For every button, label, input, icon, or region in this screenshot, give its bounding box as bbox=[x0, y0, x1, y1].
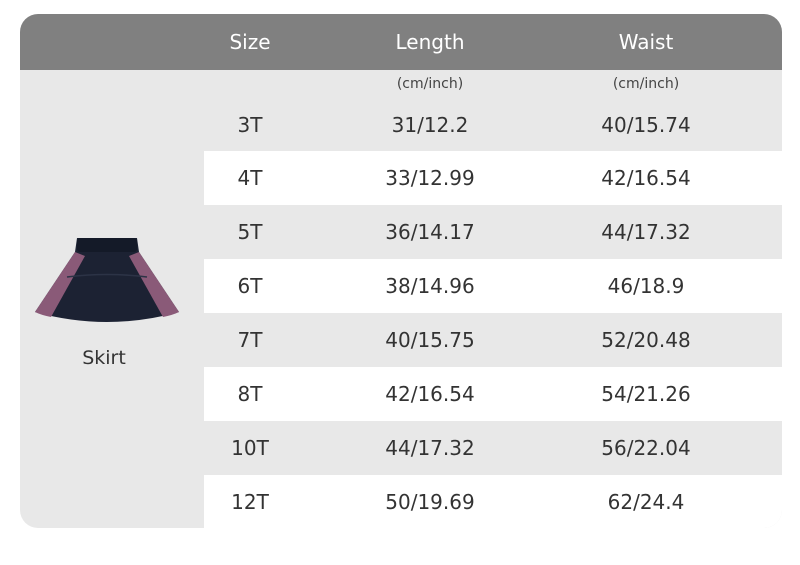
cell-size: 7T bbox=[237, 328, 263, 352]
header-length: Length bbox=[395, 30, 465, 54]
cell-waist: 40/15.74 bbox=[601, 113, 691, 137]
cell-length: 44/17.32 bbox=[385, 436, 475, 460]
cell-waist: 54/21.26 bbox=[601, 382, 691, 406]
cell-size: 4T bbox=[237, 166, 263, 190]
product-label: Skirt bbox=[82, 347, 126, 369]
waist-units: (cm/inch) bbox=[612, 76, 680, 92]
header-waist: Waist bbox=[618, 30, 674, 54]
cell-waist: 44/17.32 bbox=[601, 220, 691, 244]
cell-waist: 62/24.4 bbox=[607, 490, 685, 514]
length-units: (cm/inch) bbox=[396, 76, 464, 92]
cell-waist: 46/18.9 bbox=[607, 274, 685, 298]
cell-length: 42/16.54 bbox=[385, 382, 475, 406]
cell-length: 33/12.99 bbox=[385, 166, 475, 190]
skirt-picture bbox=[35, 238, 179, 322]
cell-size: 3T bbox=[237, 113, 263, 137]
table-row: 10T 44/17.32 56/22.04 bbox=[204, 421, 782, 475]
table-row: 6T 38/14.96 46/18.9 bbox=[204, 259, 782, 313]
cell-size: 10T bbox=[231, 436, 269, 460]
cell-size: 8T bbox=[237, 382, 263, 406]
table-header: Size Length Waist bbox=[20, 14, 782, 70]
cell-length: 38/14.96 bbox=[385, 274, 475, 298]
table-row: 5T 36/14.17 44/17.32 bbox=[204, 205, 782, 259]
cell-size: 6T bbox=[237, 274, 263, 298]
cell-size: 5T bbox=[237, 220, 263, 244]
cell-length: 40/15.75 bbox=[385, 328, 475, 352]
cell-length: 31/12.2 bbox=[391, 113, 469, 137]
cell-length: 36/14.17 bbox=[385, 220, 475, 244]
table-row: 4T 33/12.99 42/16.54 bbox=[204, 151, 782, 205]
table-row: 8T 42/16.54 54/21.26 bbox=[204, 367, 782, 421]
cell-waist: 56/22.04 bbox=[601, 436, 691, 460]
cell-waist: 52/20.48 bbox=[601, 328, 691, 352]
header-size: Size bbox=[229, 30, 271, 54]
size-chart-table: Size Length Waist (cm/inch) (cm/inch) 3T… bbox=[20, 14, 782, 528]
table-row: 3T 31/12.2 40/15.74 bbox=[204, 98, 782, 152]
table-row: 7T 40/15.75 52/20.48 bbox=[204, 313, 782, 367]
table-row: 12T 50/19.69 62/24.4 bbox=[204, 475, 782, 528]
cell-waist: 42/16.54 bbox=[601, 166, 691, 190]
cell-size: 12T bbox=[231, 490, 269, 514]
cell-length: 50/19.69 bbox=[385, 490, 475, 514]
